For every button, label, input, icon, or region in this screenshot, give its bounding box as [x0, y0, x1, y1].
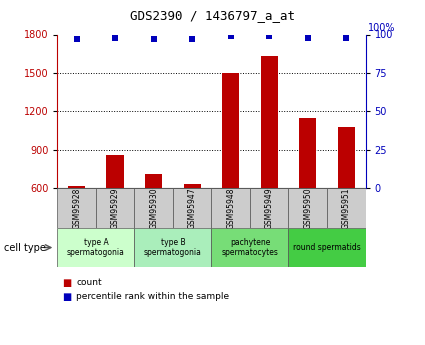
Bar [173, 188, 211, 228]
Bar [327, 188, 366, 228]
Bar [107, 155, 124, 188]
Point [343, 35, 350, 40]
Bar [96, 188, 134, 228]
Bar [289, 228, 366, 267]
Text: ■: ■ [62, 292, 71, 302]
Bar [250, 188, 289, 228]
Text: GSM95948: GSM95948 [226, 187, 235, 229]
Text: ■: ■ [62, 278, 71, 288]
Text: 100%: 100% [368, 23, 395, 33]
Bar [134, 188, 173, 228]
Text: round spermatids: round spermatids [293, 243, 361, 252]
Point [266, 33, 272, 39]
Bar [68, 186, 85, 188]
Point [112, 35, 119, 40]
Bar [134, 228, 211, 267]
Bar [337, 127, 355, 188]
Text: GSM95947: GSM95947 [188, 187, 197, 229]
Bar [57, 188, 96, 228]
Bar [57, 228, 134, 267]
Bar [222, 73, 239, 188]
Text: GSM95928: GSM95928 [72, 187, 81, 228]
Text: type B
spermatogonia: type B spermatogonia [144, 238, 202, 257]
Bar [145, 174, 162, 188]
Bar [299, 118, 316, 188]
Text: GSM95951: GSM95951 [342, 187, 351, 229]
Text: pachytene
spermatocytes: pachytene spermatocytes [221, 238, 278, 257]
Bar [184, 184, 201, 188]
Text: GSM95929: GSM95929 [110, 187, 120, 229]
Text: cell type: cell type [4, 243, 46, 253]
Point [189, 36, 196, 42]
Bar [261, 56, 278, 188]
Point [304, 35, 311, 40]
Text: GDS2390 / 1436797_a_at: GDS2390 / 1436797_a_at [130, 9, 295, 22]
Bar [211, 228, 289, 267]
Text: GSM95930: GSM95930 [149, 187, 158, 229]
Point [150, 36, 157, 42]
Bar [289, 188, 327, 228]
Text: GSM95949: GSM95949 [265, 187, 274, 229]
Text: type A
spermatogonia: type A spermatogonia [67, 238, 125, 257]
Point [227, 33, 234, 39]
Text: percentile rank within the sample: percentile rank within the sample [76, 292, 230, 301]
Text: GSM95950: GSM95950 [303, 187, 312, 229]
Bar [211, 188, 250, 228]
Text: count: count [76, 278, 102, 287]
Point [73, 36, 80, 42]
